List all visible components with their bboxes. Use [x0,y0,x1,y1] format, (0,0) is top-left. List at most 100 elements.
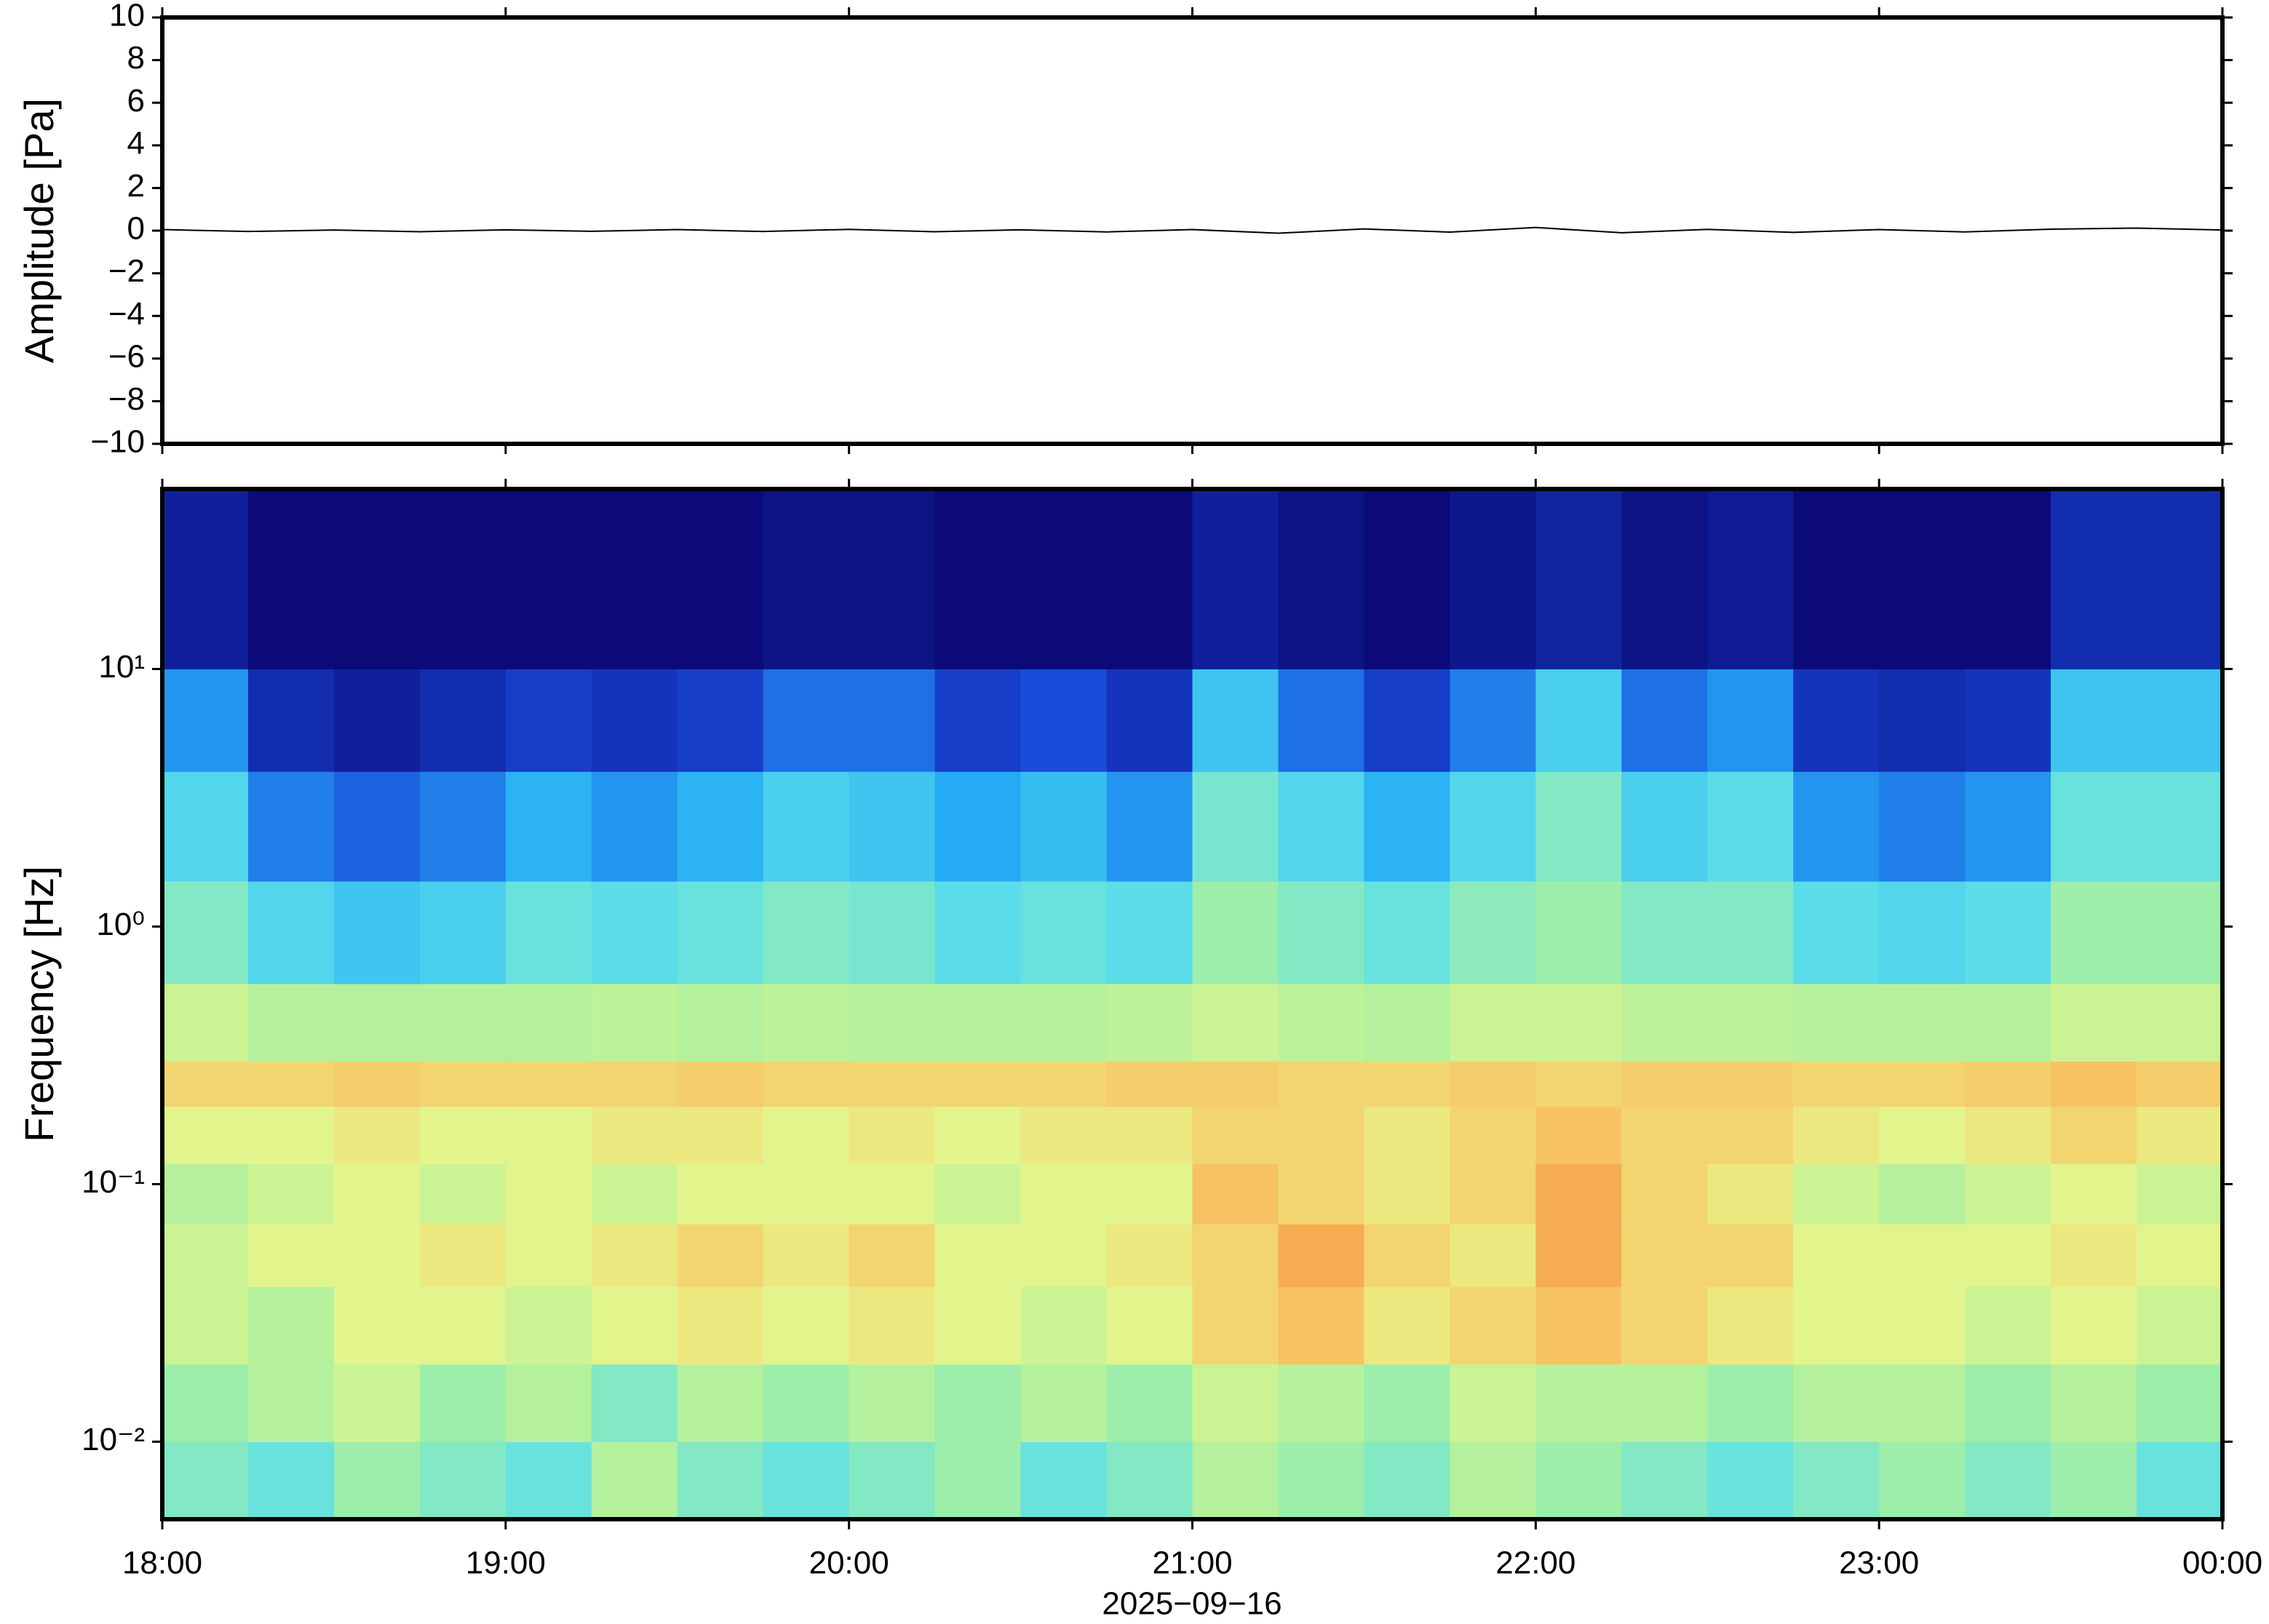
spectrogram-cell [763,1106,850,1164]
spectrogram-cell [1364,489,1450,669]
spectrogram-cell [505,1286,592,1365]
spectrogram-cell [419,1364,506,1442]
spectrogram-cell [763,1163,850,1225]
spectrogram-cell [419,1441,506,1520]
spectrogram-cell [849,983,936,1062]
spectrogram-cell [1450,881,1536,984]
spectrogram-cell [1192,1061,1279,1107]
spectrogram-cell [1278,881,1364,984]
spectrogram-cell [849,669,936,772]
spectrogram-cell [2051,669,2137,772]
spectrogram-cell [1364,1061,1450,1107]
spectrogram-cell [1535,1163,1622,1225]
spectrogram-cell [2051,1286,2137,1365]
spectrogram-cell [162,669,249,772]
spectrogram-cell [1450,489,1536,669]
spectrogram-cell [1621,1441,1708,1520]
spectrogram-cell [2137,1224,2223,1287]
spectrogram-cell [1965,1163,2051,1225]
spectrogram-cell [1450,983,1536,1062]
spectrogram-cell [763,489,850,669]
waveform [162,226,2223,234]
x-tick-label: 20:00 [809,1545,889,1581]
spectrogram-cell [1020,1286,1108,1365]
spectrogram-cell [1793,669,1880,772]
spectrogram-cell [1450,1061,1536,1107]
spectrogram-cell [247,1224,335,1287]
spectrogram-cell [505,669,592,772]
spectrogram-cell [591,881,678,984]
spectrogram-cell [1278,1286,1364,1365]
spectrogram-cell [934,1441,1022,1520]
spectrogram-cell [1621,1364,1708,1442]
x-tick-label: 19:00 [466,1545,546,1581]
spectrogram-cell [162,1106,249,1164]
spectrogram-cell [1020,983,1108,1062]
spectrogram-cell [591,669,678,772]
spectrogram-cell [2137,1364,2223,1442]
spectrogram-cell [1192,881,1279,984]
spectrogram-cell [1707,1364,1794,1442]
spectrogram-cell [505,1106,592,1164]
y-tick-label: 2 [127,168,145,204]
spectrogram-cell [1879,983,1966,1062]
spectrogram-cell [1621,771,1708,882]
y-tick-label: 8 [127,40,145,76]
spectrogram-cell [1106,1441,1193,1520]
spectrogram-cell [1192,983,1279,1062]
y-tick-label: 10¹ [98,649,145,685]
spectrogram-cell [763,1286,850,1365]
spectrogram-cell [591,1061,678,1107]
spectrogram-cell [333,669,421,772]
spectrogram-cell [2137,1163,2223,1225]
spectrogram-cell [1106,1163,1193,1225]
spectrogram-cell [505,881,592,984]
spectrogram-cell [1793,881,1880,984]
spectrogram-cell [1707,669,1794,772]
plot-frame [160,487,2225,1521]
spectrogram-cell [247,1364,335,1442]
spectrogram-cell [849,1441,936,1520]
spectrogram-cell [1621,1224,1708,1287]
spectrogram-cell [2051,1441,2137,1520]
spectrogram-cell [1707,1163,1794,1225]
spectrogram-cell [162,771,249,882]
spectrogram-cell [677,1364,764,1442]
spectrogram-cell [849,1224,936,1287]
spectrogram-cell [2137,1061,2223,1107]
spectrogram-cell [1364,1106,1450,1164]
y-axis-label: Amplitude [Pa] [16,98,62,363]
spectrogram-cell [2051,1364,2137,1442]
spectrogram-cell [333,1061,421,1107]
spectrogram-cell [419,669,506,772]
y-tick-label: −8 [108,381,145,417]
spectrogram-cell [934,1286,1022,1365]
spectrogram-cell [247,983,335,1062]
spectrogram-cell [677,1061,764,1107]
spectrogram-cell [1020,881,1108,984]
spectrogram-cell [333,1364,421,1442]
spectrogram-cell [1535,669,1622,772]
spectrogram-cell [1106,1106,1193,1164]
spectrogram-cell [1106,1224,1193,1287]
spectrogram-cell [934,1106,1022,1164]
spectrogram-cell [162,983,249,1062]
spectrogram-cell [677,881,764,984]
spectrogram-cell [2137,771,2223,882]
spectrogram-cell [1707,881,1794,984]
spectrogram-cell [1020,1441,1108,1520]
x-axis-label: 2025−09−16 [1102,1586,1281,1622]
spectrogram-cell [1020,1163,1108,1225]
spectrogram-cell [1535,489,1622,669]
spectrogram-cell [934,1163,1022,1225]
spectrogram-cell [333,881,421,984]
spectrogram-cell [1278,1364,1364,1442]
spectrogram-cell [677,983,764,1062]
spectrogram-cell [247,1163,335,1225]
spectrogram-cell [1278,1106,1364,1164]
spectrogram-cell [1793,1364,1880,1442]
spectrogram-cell [1020,1364,1108,1442]
x-tick-label: 22:00 [1495,1545,1575,1581]
spectrogram-cell [1793,1163,1880,1225]
